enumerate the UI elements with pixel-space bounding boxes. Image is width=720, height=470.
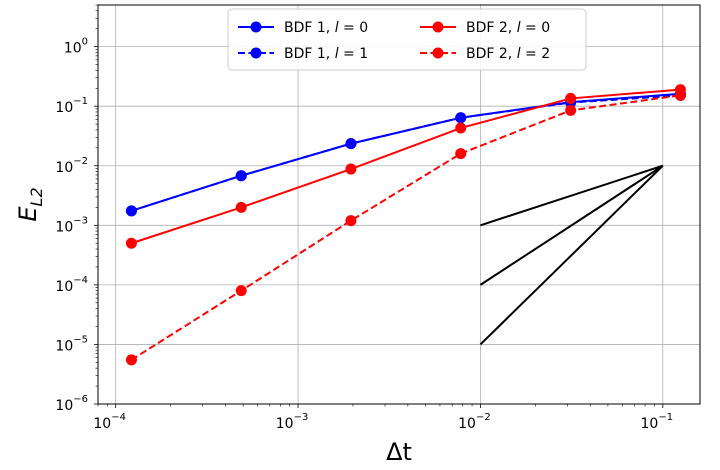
y-tick-label-base: 10 bbox=[55, 398, 73, 414]
legend-label-value: = 2 bbox=[521, 46, 551, 62]
y-tick-label-base: 10 bbox=[55, 100, 73, 116]
y-tick-label: 10−6 bbox=[55, 394, 88, 414]
y-tick-label-base: 10 bbox=[55, 219, 73, 235]
x-tick-label-exponent: −1 bbox=[658, 412, 673, 423]
y-tick-label-exponent: −1 bbox=[73, 96, 88, 107]
data-point bbox=[455, 122, 467, 134]
series-line bbox=[131, 94, 681, 212]
x-tick-label-exponent: −3 bbox=[294, 412, 309, 423]
plot-frame bbox=[97, 4, 701, 405]
legend-label-variable: l bbox=[335, 20, 339, 36]
legend-label-text: BDF 2, bbox=[466, 20, 517, 36]
y-tick-label-exponent: −3 bbox=[73, 215, 88, 226]
data-point bbox=[125, 205, 137, 217]
reference-slope-order-3 bbox=[479, 165, 664, 346]
x-tick-label-exponent: −4 bbox=[111, 412, 126, 423]
series bbox=[125, 84, 686, 366]
x-tick-label: 10−2 bbox=[458, 412, 491, 432]
legend-item: BDF 1, l = 0 bbox=[238, 20, 368, 36]
y-axis-label-base: E bbox=[14, 206, 42, 222]
legend-marker bbox=[250, 21, 262, 33]
x-axis-ticks: 10−4 10−3 10−2 10−1 bbox=[93, 404, 673, 432]
legend-label-value: = 1 bbox=[339, 46, 369, 62]
data-point bbox=[345, 163, 357, 175]
reference-slopes bbox=[479, 164, 664, 346]
legend-marker bbox=[250, 47, 262, 59]
data-point bbox=[345, 138, 357, 150]
y-tick-label: 10−4 bbox=[55, 275, 88, 295]
legend-label: BDF 1, l = 0 bbox=[284, 20, 368, 36]
y-tick-label-base: 10 bbox=[64, 41, 82, 57]
data-point bbox=[455, 148, 467, 160]
y-tick-label-base: 10 bbox=[55, 160, 73, 176]
legend-label-variable: l bbox=[517, 46, 521, 62]
series-line bbox=[130, 94, 681, 361]
reference-slope-order-1 bbox=[480, 164, 664, 227]
data-point bbox=[345, 215, 357, 227]
legend-label-value: = 0 bbox=[339, 20, 369, 36]
data-point bbox=[455, 112, 467, 124]
x-tick-label-exponent: −2 bbox=[476, 412, 491, 423]
series-2 bbox=[125, 89, 686, 217]
x-tick-label-base: 10 bbox=[93, 416, 111, 432]
legend-item: BDF 2, l = 2 bbox=[420, 46, 550, 62]
legend-marker bbox=[432, 47, 444, 59]
data-point bbox=[674, 89, 686, 101]
x-tick-label-base: 10 bbox=[640, 416, 658, 432]
y-tick-label: 10−1 bbox=[55, 96, 88, 116]
legend-label-text: BDF 1, bbox=[284, 20, 335, 36]
legend-label-variable: l bbox=[335, 46, 339, 62]
y-tick-label-exponent: −6 bbox=[73, 394, 88, 405]
x-tick-label-base: 10 bbox=[276, 416, 294, 432]
reference-slope-order-2 bbox=[479, 164, 664, 286]
legend-label: BDF 1, l = 1 bbox=[284, 46, 368, 62]
y-tick-label: 10−3 bbox=[55, 215, 88, 235]
y-axis-label-subscript: L2 bbox=[27, 187, 46, 206]
legend-item: BDF 1, l = 1 bbox=[238, 46, 368, 62]
series-3 bbox=[125, 84, 686, 249]
x-tick-label-base: 10 bbox=[458, 416, 476, 432]
legend-label-value: = 0 bbox=[521, 20, 551, 36]
series-line bbox=[131, 88, 681, 245]
y-tick-label-base: 10 bbox=[55, 279, 73, 295]
data-point bbox=[235, 285, 247, 297]
data-point bbox=[565, 104, 577, 116]
x-tick-label: 10−4 bbox=[93, 412, 126, 432]
y-tick-label-exponent: −2 bbox=[73, 156, 88, 167]
legend-label: BDF 2, l = 0 bbox=[466, 20, 550, 36]
legend-label: BDF 2, l = 2 bbox=[466, 46, 550, 62]
series-4 bbox=[125, 89, 686, 366]
y-tick-label-base: 10 bbox=[55, 338, 73, 354]
series-line bbox=[131, 92, 681, 212]
data-point bbox=[235, 170, 247, 182]
y-tick-label-exponent: 0 bbox=[82, 37, 88, 48]
legend-label-text: BDF 2, bbox=[466, 46, 517, 62]
x-axis-label: Δt bbox=[386, 438, 412, 466]
x-tick-label: 10−1 bbox=[640, 412, 673, 432]
y-axis-label: EL2 bbox=[14, 187, 46, 221]
data-point bbox=[565, 92, 577, 104]
y-tick-label-exponent: −4 bbox=[73, 275, 88, 286]
y-tick-label: 10−2 bbox=[55, 156, 88, 176]
data-point bbox=[125, 237, 137, 249]
data-point bbox=[125, 354, 137, 366]
legend-marker bbox=[432, 21, 444, 33]
series-1 bbox=[125, 88, 686, 217]
y-tick-label-exponent: −5 bbox=[73, 334, 88, 345]
legend-label-variable: l bbox=[517, 20, 521, 36]
legend-label-text: BDF 1, bbox=[284, 46, 335, 62]
x-tick-label: 10−3 bbox=[276, 412, 309, 432]
y-tick-label: 10−5 bbox=[55, 334, 88, 354]
data-point bbox=[235, 201, 247, 213]
legend-box bbox=[227, 8, 587, 71]
legend-item: BDF 2, l = 0 bbox=[420, 20, 550, 36]
y-tick-label: 100 bbox=[64, 37, 88, 57]
